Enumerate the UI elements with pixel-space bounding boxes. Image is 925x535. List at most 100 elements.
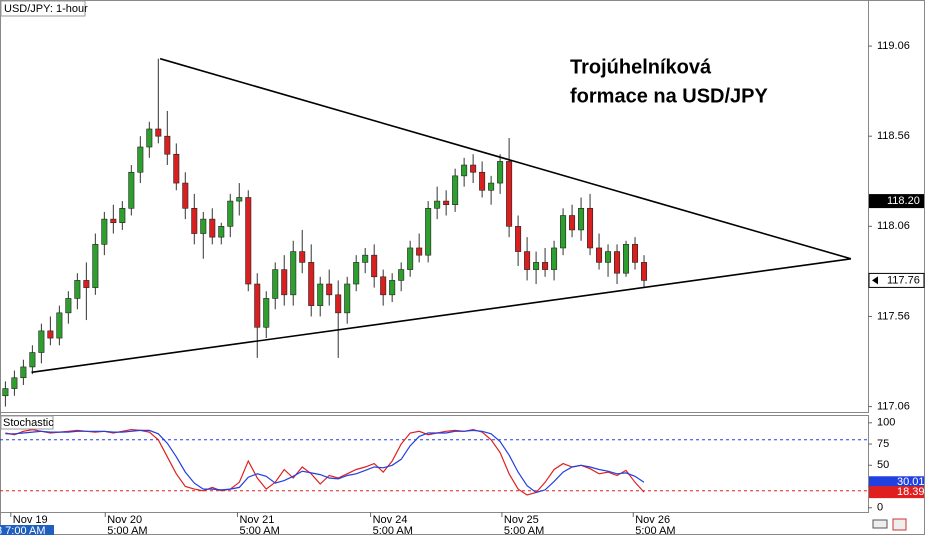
y-tick-label: 118.06	[877, 220, 910, 232]
last-price-box	[868, 272, 925, 288]
candle-body	[344, 283, 351, 314]
title-box	[0, 0, 86, 17]
annotation: formace na USD/JPY	[570, 85, 769, 107]
candle-body	[173, 153, 180, 184]
candle-body	[398, 269, 405, 281]
candle-body	[2, 388, 9, 397]
candle-body	[380, 276, 387, 296]
candle-body	[416, 247, 423, 256]
candle-body	[326, 283, 333, 296]
candle-body	[578, 208, 585, 231]
candle-body	[191, 208, 198, 234]
y-tick-label: 75	[877, 438, 889, 450]
candle-body	[443, 200, 450, 205]
candle-body	[605, 251, 612, 263]
candle-body	[515, 226, 522, 252]
stochastic-line	[5, 429, 645, 494]
trendline	[31, 257, 852, 374]
stochastic-title-box	[0, 415, 54, 430]
candle-body	[38, 330, 45, 353]
candle-body	[164, 135, 171, 155]
x-tick-label: Nov 19	[13, 514, 48, 526]
candle-body	[362, 254, 369, 263]
candle-body	[524, 251, 531, 270]
candle-body	[488, 182, 495, 191]
scroll-icon[interactable]	[872, 519, 888, 529]
candle-body	[146, 128, 153, 148]
candle-body	[623, 244, 630, 274]
cursor-label-box	[0, 525, 54, 535]
candle-body	[470, 164, 477, 173]
y-tick-label: 100	[877, 417, 895, 429]
candle-body	[29, 352, 36, 368]
candle-body	[452, 175, 459, 205]
candle-body	[110, 218, 117, 224]
candle-body	[542, 262, 549, 270]
candle-body	[137, 146, 144, 173]
candle-body	[335, 294, 342, 314]
candle-body	[245, 197, 252, 285]
y-tick-label: 0	[877, 502, 883, 514]
x-tick-label: Nov 20	[107, 514, 142, 526]
x-tick-label: Nov 21	[239, 514, 274, 526]
candle-body	[56, 312, 63, 339]
x-tick-label: Nov 25	[504, 514, 539, 526]
candle-body	[20, 366, 27, 379]
last-value-label: 30.01	[897, 476, 925, 488]
annotation: Trojúhelníková	[570, 56, 712, 78]
candle-body	[551, 247, 558, 270]
candle-body	[506, 161, 513, 227]
last-price-label: 117.76	[887, 274, 920, 286]
candle-body	[614, 251, 621, 274]
candle-body	[290, 251, 297, 296]
candle-body	[119, 208, 126, 224]
nav-icon[interactable]	[892, 518, 907, 531]
x-tick-label: Nov 24	[373, 514, 408, 526]
candle-body	[281, 269, 288, 296]
candle-body	[272, 269, 279, 299]
last-value-label: 18.39	[897, 486, 925, 498]
y-tick-label: 117.56	[877, 310, 910, 322]
candle-body	[632, 244, 639, 263]
candle-body	[371, 254, 378, 278]
x-tick-time: 5:00 AM	[107, 525, 147, 535]
candle-body	[92, 244, 99, 288]
candle-body	[353, 262, 360, 285]
last-value-box	[869, 486, 924, 499]
candle-body	[182, 182, 189, 209]
candle-body	[83, 280, 90, 288]
candle-body	[47, 330, 54, 339]
candle-body	[128, 171, 135, 209]
candle-body	[389, 280, 396, 296]
candle-body	[560, 215, 567, 249]
crosshair-price-label: 118.20	[887, 195, 920, 207]
candle-body	[461, 164, 468, 177]
candle-body	[641, 262, 648, 281]
candle-body	[200, 218, 207, 234]
y-tick-label: 50	[877, 459, 889, 471]
chart-title: USD/JPY: 1-hour	[4, 3, 88, 15]
last-price-arrow	[872, 276, 878, 285]
x-tick-time: 5:00 AM	[373, 525, 413, 535]
candle-body	[308, 262, 315, 306]
y-tick-label: 117.06	[877, 400, 910, 412]
candle-body	[209, 218, 216, 238]
y-tick-label: 118.56	[877, 130, 910, 142]
candle-body	[74, 280, 81, 299]
candle-body	[254, 283, 261, 328]
candle-body	[299, 251, 306, 263]
candle-body	[569, 215, 576, 231]
stochastic-title: Stochastic	[3, 417, 54, 429]
candle-body	[587, 208, 594, 249]
candle-body	[434, 200, 441, 209]
last-value-box	[869, 476, 924, 489]
candle-body	[155, 128, 162, 137]
candle-body	[317, 283, 324, 306]
candle-body	[479, 171, 486, 191]
candle-body	[497, 161, 504, 184]
candle-body	[596, 247, 603, 263]
crosshair-price-box	[869, 194, 924, 209]
candle-body	[11, 377, 18, 389]
stochastic-line	[5, 428, 645, 496]
